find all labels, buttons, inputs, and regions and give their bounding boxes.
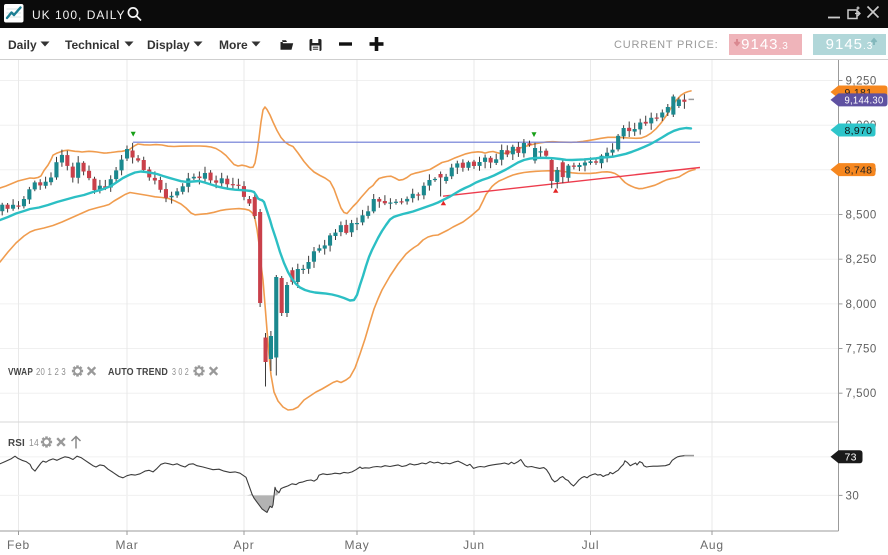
svg-text:73: 73 (845, 452, 857, 464)
svg-text:Feb: Feb (7, 538, 30, 552)
svg-text:Jul: Jul (582, 538, 600, 552)
svg-text:Apr: Apr (233, 538, 254, 552)
svg-text:Jun: Jun (463, 538, 485, 552)
svg-text:7,500: 7,500 (846, 388, 877, 400)
svg-text:VWAP: VWAP (8, 367, 33, 378)
svg-text:8,250: 8,250 (846, 254, 877, 266)
svg-text:Mar: Mar (115, 538, 138, 552)
svg-text:RSI: RSI (8, 438, 25, 449)
svg-text:9,250: 9,250 (846, 76, 877, 88)
svg-text:3 0 2: 3 0 2 (172, 367, 189, 378)
svg-text:8,000: 8,000 (846, 299, 877, 311)
svg-text:AUTO TREND: AUTO TREND (108, 367, 168, 378)
svg-text:May: May (344, 538, 369, 552)
svg-text:20 1 2 3: 20 1 2 3 (36, 367, 66, 378)
svg-text:7,750: 7,750 (846, 344, 877, 356)
svg-text:Aug: Aug (700, 538, 724, 552)
svg-text:30: 30 (846, 490, 860, 502)
svg-text:8,970: 8,970 (845, 125, 873, 137)
svg-text:14: 14 (29, 438, 39, 449)
svg-text:8,500: 8,500 (846, 210, 877, 222)
svg-text:9,144.30: 9,144.30 (845, 95, 884, 107)
svg-text:8,748: 8,748 (845, 164, 873, 176)
